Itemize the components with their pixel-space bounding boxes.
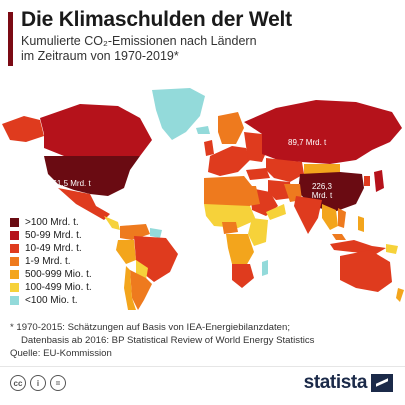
legend-swatch bbox=[10, 283, 19, 292]
source-line: Quelle: EU-Kommission bbox=[10, 348, 112, 359]
nd-icon[interactable]: = bbox=[50, 375, 66, 391]
legend-swatch bbox=[10, 244, 19, 253]
region-nigeria bbox=[222, 222, 238, 234]
region-malaysia bbox=[332, 234, 346, 240]
page-title: Die Klimaschulden der Welt bbox=[21, 8, 292, 31]
footnote-line-1: * 1970-2015: Schätzungen auf Basis von I… bbox=[10, 322, 291, 333]
legend-label: 10-49 Mrd. t. bbox=[25, 243, 82, 254]
legend-swatch bbox=[10, 231, 19, 240]
region-australia bbox=[340, 250, 392, 292]
region-iceland bbox=[196, 126, 210, 134]
region-east-africa bbox=[248, 218, 268, 246]
region-southern-africa bbox=[232, 264, 254, 288]
region-india bbox=[294, 196, 322, 234]
region-peru bbox=[116, 240, 136, 264]
region-central-america bbox=[104, 216, 120, 230]
region-western-europe bbox=[208, 146, 250, 176]
label-china-line-2: Mrd. t bbox=[312, 191, 333, 200]
legend-label: 100-499 Mio. t. bbox=[25, 282, 92, 293]
region-japan bbox=[374, 170, 384, 192]
region-chile bbox=[124, 266, 136, 310]
footer-divider bbox=[0, 366, 405, 367]
legend-label: <100 Mio. t. bbox=[25, 295, 78, 306]
region-kazakhstan bbox=[266, 158, 304, 182]
region-philippines bbox=[358, 216, 364, 232]
legend-swatch bbox=[10, 296, 19, 305]
legend-label: 50-99 Mrd. t. bbox=[25, 230, 82, 241]
region-yemen-oman bbox=[266, 204, 286, 220]
license-icons: cc i = bbox=[10, 375, 66, 391]
legend-swatch bbox=[10, 257, 19, 266]
legend-label: >100 Mrd. t. bbox=[25, 217, 79, 228]
brand-logo[interactable]: statista bbox=[304, 372, 393, 394]
legend-item: <100 Mio. t. bbox=[10, 294, 92, 307]
region-madagascar bbox=[262, 260, 268, 276]
region-canada bbox=[40, 104, 152, 158]
subtitle-line-2: im Zeitraum von 1970-2019* bbox=[21, 49, 179, 63]
legend-item: 100-499 Mio. t. bbox=[10, 281, 92, 294]
legend-label: 1-9 Mrd. t. bbox=[25, 256, 71, 267]
legend-item: 500-999 Mio. t. bbox=[10, 268, 92, 281]
region-korea bbox=[364, 176, 370, 186]
header: Die Klimaschulden der Welt Kumulierte CO… bbox=[8, 8, 292, 66]
label-china-line-1: 226,3 bbox=[312, 182, 333, 191]
world-map: 261,5 Mrd. t 89,7 Mrd. t 226,3 Mrd. t bbox=[2, 88, 404, 310]
region-egypt bbox=[244, 186, 260, 206]
legend-item: 1-9 Mrd. t. bbox=[10, 255, 92, 268]
region-argentina bbox=[130, 270, 152, 310]
region-vietnam bbox=[338, 208, 346, 228]
legend-item: 50-99 Mrd. t. bbox=[10, 229, 92, 242]
region-sahel bbox=[204, 204, 256, 228]
region-venezuela-colombia bbox=[120, 224, 150, 240]
region-greenland bbox=[152, 88, 205, 140]
region-north-africa bbox=[204, 176, 252, 210]
region-alaska bbox=[2, 116, 44, 142]
legend-item: >100 Mrd. t. bbox=[10, 216, 92, 229]
map-legend: >100 Mrd. t. 50-99 Mrd. t. 10-49 Mrd. t.… bbox=[10, 216, 92, 307]
region-indonesia bbox=[330, 240, 386, 254]
statista-logo-icon bbox=[371, 374, 393, 392]
region-central-africa bbox=[226, 234, 254, 266]
subtitle-line-1: Kumulierte CO₂-Emissionen nach Ländern bbox=[21, 34, 257, 48]
region-mexico bbox=[58, 188, 110, 220]
region-russia bbox=[244, 100, 402, 164]
footnote: * 1970-2015: Schätzungen auf Basis von I… bbox=[10, 321, 314, 360]
region-png bbox=[386, 244, 398, 254]
label-usa: 261,5 Mrd. t bbox=[48, 179, 91, 188]
region-new-zealand bbox=[396, 288, 404, 302]
cc-icon[interactable]: cc bbox=[10, 375, 26, 391]
legend-swatch bbox=[10, 218, 19, 227]
region-myanmar-thailand bbox=[322, 204, 338, 230]
region-guyanas bbox=[150, 228, 162, 238]
legend-swatch bbox=[10, 270, 19, 279]
region-turkey bbox=[246, 168, 270, 180]
region-uk bbox=[204, 140, 214, 156]
region-scandinavia bbox=[218, 112, 244, 144]
footnote-line-2: Datenbasis ab 2016: BP Statistical Revie… bbox=[21, 335, 315, 346]
label-russia: 89,7 Mrd. t bbox=[288, 138, 327, 147]
region-usa bbox=[44, 156, 140, 196]
legend-label: 500-999 Mio. t. bbox=[25, 269, 92, 280]
title-accent-bar bbox=[8, 12, 13, 66]
legend-item: 10-49 Mrd. t. bbox=[10, 242, 92, 255]
brand-name: statista bbox=[303, 372, 368, 393]
by-icon[interactable]: i bbox=[30, 375, 46, 391]
